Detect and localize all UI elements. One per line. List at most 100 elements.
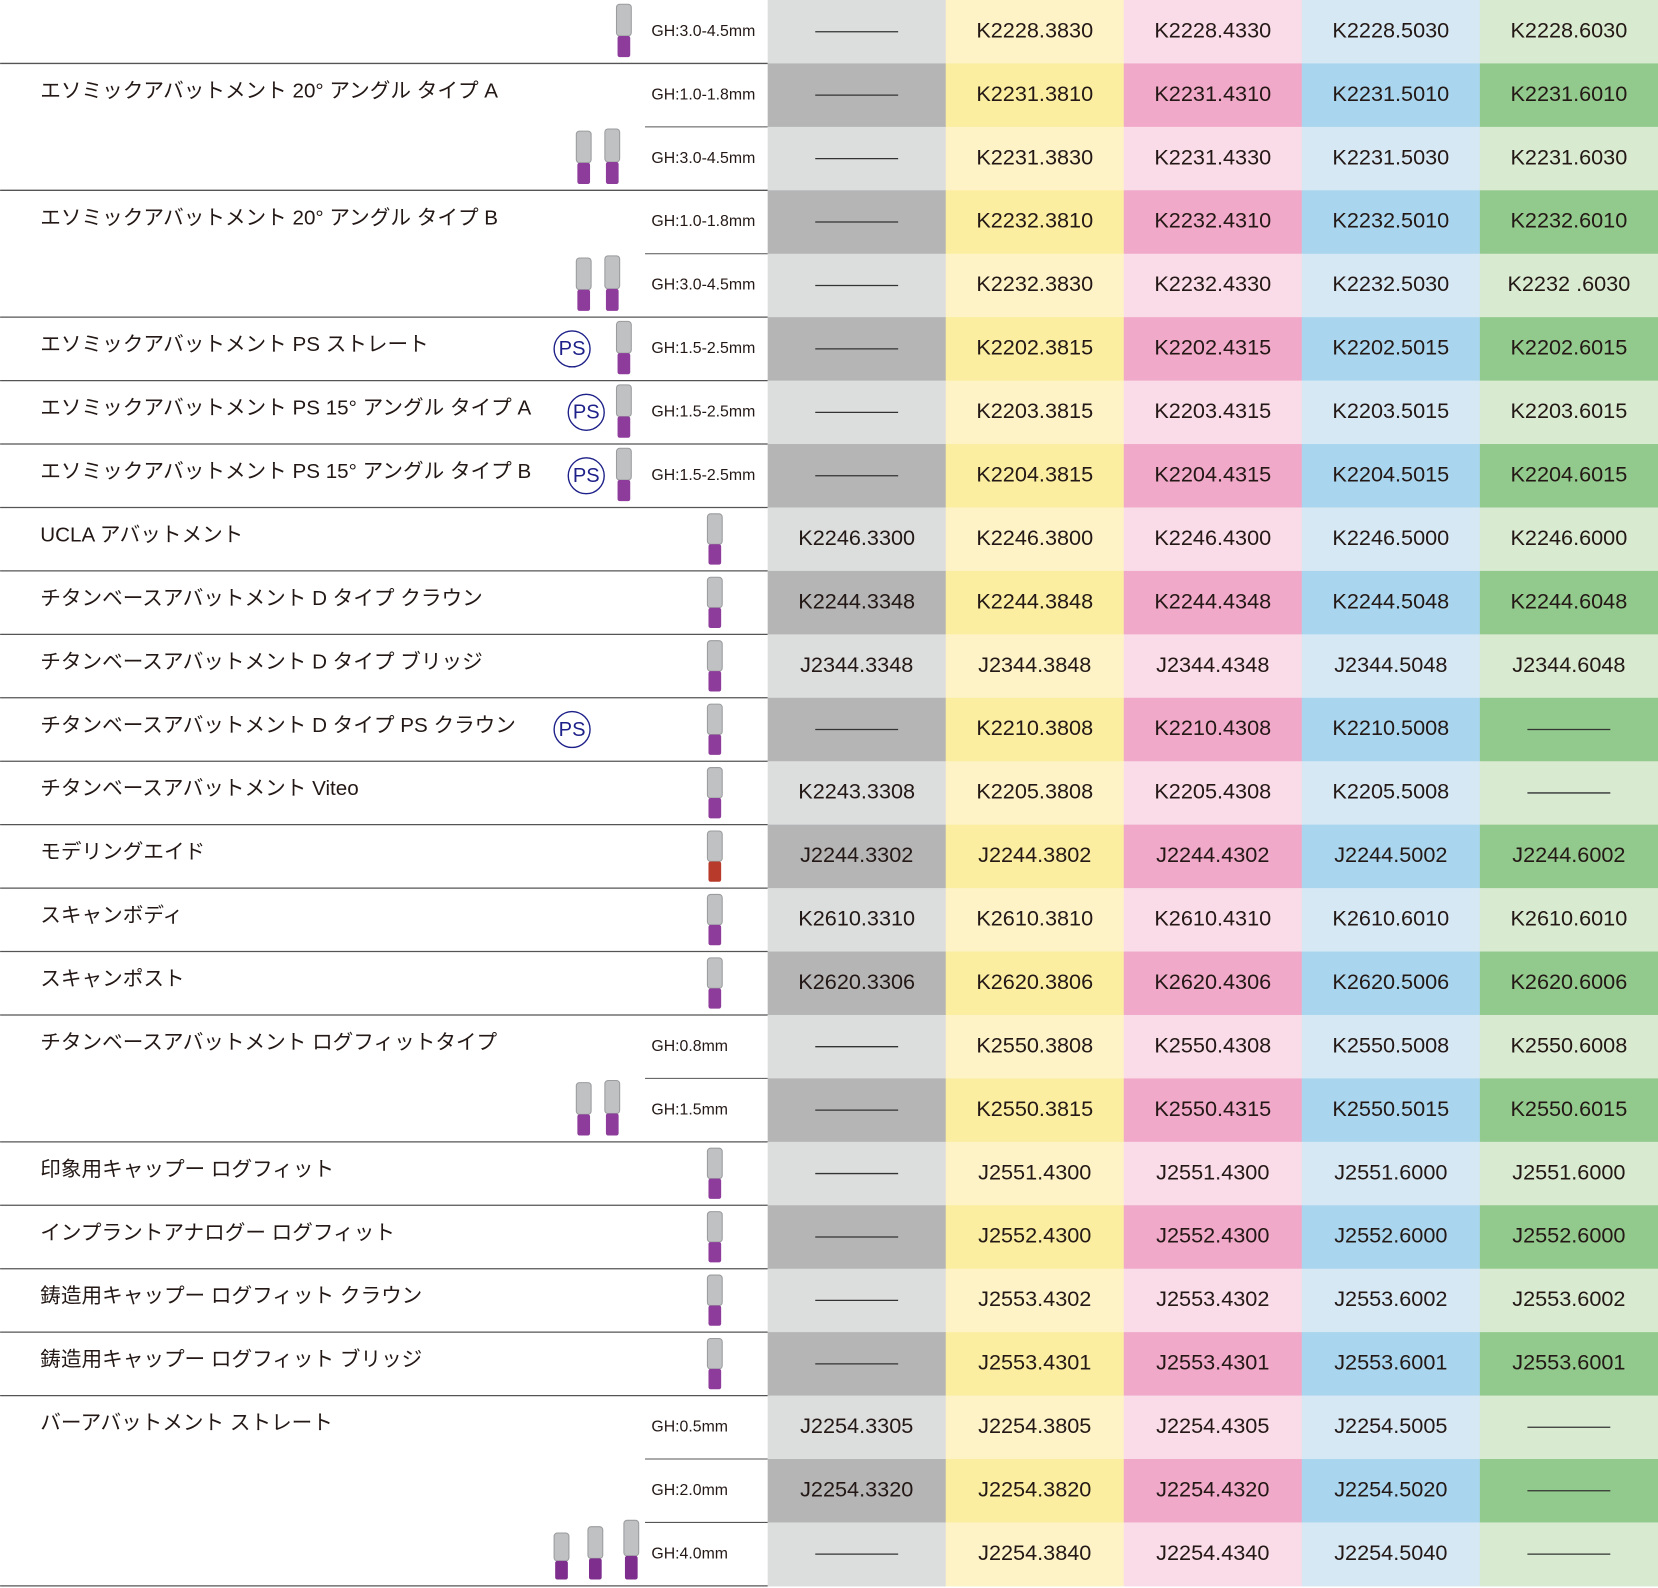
gh-label: GH:1.5-2.5mm	[651, 404, 755, 421]
code: J2552.6000	[1512, 1223, 1625, 1248]
product-name: エソミックアバットメント PS 15° アングル タイプ B	[40, 460, 531, 483]
code: K2228.4330	[1154, 17, 1271, 42]
cell	[1301, 1014, 1481, 1079]
icon	[555, 1560, 568, 1580]
code: K2202.3815	[976, 335, 1093, 360]
icon	[575, 1082, 592, 1115]
product-name: エソミックアバットメント 20° アングル タイプ A	[40, 79, 498, 102]
code: K2203.4315	[1154, 398, 1271, 423]
cell	[1301, 63, 1481, 128]
cell	[1123, 1522, 1303, 1587]
icon	[615, 384, 632, 418]
gh-label: GH:1.5-2.5mm	[651, 467, 755, 484]
product-name: スキャンボディ	[40, 904, 183, 927]
code: J2553.4302	[978, 1286, 1091, 1311]
cell	[1479, 1141, 1658, 1206]
cell	[1123, 697, 1303, 762]
cell	[1123, 0, 1303, 64]
icon	[708, 924, 722, 946]
cell	[1301, 1459, 1481, 1523]
code: K2246.4300	[1154, 525, 1271, 550]
cell	[1123, 380, 1303, 445]
cell	[767, 570, 947, 635]
code: K2203.5015	[1332, 398, 1449, 423]
cell	[767, 1459, 947, 1523]
code: K2620.3806	[976, 969, 1093, 994]
code: K2620.6006	[1510, 969, 1627, 994]
cell	[1301, 1395, 1481, 1460]
icon	[577, 289, 591, 311]
product-name: 鋳造用キャップー ログフィット クラウン	[40, 1285, 422, 1308]
cell	[945, 0, 1125, 64]
code: J2344.5048	[1334, 652, 1447, 677]
cell	[945, 761, 1125, 826]
cell	[945, 570, 1125, 635]
ps-badge	[567, 457, 605, 495]
code: J2244.5002	[1334, 842, 1447, 867]
code: K2550.3808	[976, 1032, 1093, 1057]
gh-label: GH:3.0-4.5mm	[651, 23, 755, 40]
cell	[945, 380, 1125, 445]
code: K2550.6015	[1510, 1096, 1627, 1121]
cell	[1479, 824, 1658, 889]
code: J2254.3305	[800, 1413, 913, 1438]
code: K2232.3810	[976, 208, 1093, 233]
code: K2244.5048	[1332, 588, 1449, 613]
cell	[1123, 444, 1303, 509]
code: K2231.5010	[1332, 81, 1449, 106]
cell	[1479, 126, 1658, 191]
product-name: エソミックアバットメント PS ストレート	[40, 333, 428, 356]
cell	[1301, 761, 1481, 826]
icon	[617, 416, 631, 438]
cell	[945, 253, 1125, 318]
icon	[706, 1211, 723, 1243]
cell	[767, 1395, 947, 1460]
icon	[615, 447, 632, 481]
icon	[708, 1368, 722, 1390]
code: K2246.6000	[1510, 525, 1627, 550]
icon	[706, 893, 723, 926]
cell	[1301, 0, 1481, 64]
cell	[1123, 824, 1303, 889]
cell	[1123, 1205, 1303, 1270]
code: K2244.3348	[798, 588, 915, 613]
icon	[617, 353, 631, 375]
gh-label: GH:0.5mm	[651, 1418, 728, 1435]
code: J2254.5020	[1334, 1476, 1447, 1501]
cell	[1479, 951, 1658, 1016]
code: K2210.4308	[1154, 715, 1271, 740]
code: K2228.3830	[976, 17, 1093, 42]
cell	[1479, 888, 1658, 953]
cell	[945, 1268, 1125, 1333]
code: K2610.6010	[1510, 906, 1627, 931]
code: K2550.4315	[1154, 1096, 1271, 1121]
cell	[945, 507, 1125, 572]
cell	[1301, 824, 1481, 889]
icon	[706, 513, 723, 545]
cell	[1301, 1522, 1481, 1587]
cell	[1123, 253, 1303, 318]
code: J2344.3348	[800, 652, 913, 677]
code: J2551.6000	[1512, 1159, 1625, 1184]
ps-badge	[567, 393, 605, 431]
code: J2553.6002	[1334, 1286, 1447, 1311]
icon	[575, 257, 592, 291]
cell	[1479, 63, 1658, 128]
gh-label: GH:1.5mm	[651, 1101, 728, 1118]
code: K2231.6010	[1510, 81, 1627, 106]
icon	[605, 161, 619, 184]
icon	[706, 640, 723, 672]
product-name: チタンベースアバットメント ログフィットタイプ	[40, 1031, 497, 1054]
product-name: エソミックアバットメント 20° アングル タイプ B	[40, 206, 498, 229]
cell	[945, 1522, 1125, 1587]
code: K2232 .6030	[1507, 271, 1630, 296]
cell	[1479, 444, 1658, 509]
cell	[1123, 317, 1303, 382]
code: J2551.4300	[978, 1159, 1091, 1184]
ps-badge	[553, 330, 591, 368]
cell	[1479, 380, 1658, 445]
code: K2244.6048	[1510, 588, 1627, 613]
cell	[945, 697, 1125, 762]
code: K2228.6030	[1510, 17, 1627, 42]
code: J2254.4320	[1156, 1476, 1269, 1501]
